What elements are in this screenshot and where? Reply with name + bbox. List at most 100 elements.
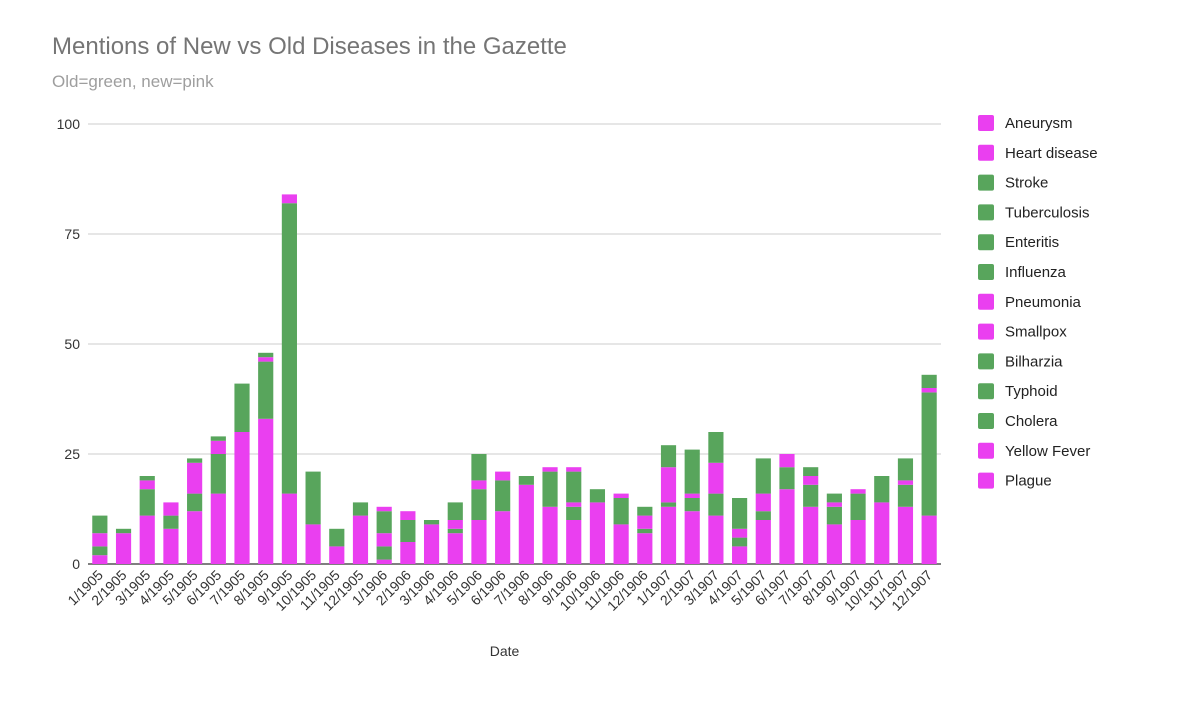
legend-label-cholera[interactable]: Cholera (1005, 413, 1058, 430)
bar-segment-smallpox-28[interactable] (755, 493, 771, 512)
bar-segment-influenza-24[interactable] (660, 445, 677, 468)
bar-segment-plague-14[interactable] (423, 524, 440, 564)
bar-segment-plague-24[interactable] (660, 506, 677, 564)
legend-swatch-yellow-fever[interactable] (978, 442, 994, 459)
bar-segment-smallpox-16[interactable] (471, 480, 487, 490)
legend-swatch-stroke[interactable] (978, 174, 994, 191)
bar-segment-influenza-2[interactable] (139, 476, 155, 481)
bar-segment-plague-28[interactable] (755, 520, 771, 564)
bar-segment-smallpox-0[interactable] (92, 533, 108, 547)
bar-segment-plague-17[interactable] (495, 511, 511, 564)
legend-swatch-enteritis[interactable] (978, 234, 994, 251)
bar-segment-smallpox-29[interactable] (779, 454, 795, 468)
bar-segment-influenza-30[interactable] (803, 467, 819, 476)
bar-segment-cholera-9[interactable] (305, 471, 321, 525)
bar-segment-smallpox-26[interactable] (708, 462, 724, 494)
bar-segment-smallpox-27[interactable] (732, 528, 748, 538)
bar-segment-cholera-26[interactable] (708, 493, 724, 516)
bar-segment-plague-21[interactable] (589, 502, 606, 564)
bar-segment-plague-33[interactable] (874, 502, 890, 564)
bar-segment-plague-10[interactable] (329, 546, 345, 564)
legend-label-aneurysm[interactable]: Aneurysm (1005, 115, 1073, 132)
bar-segment-plague-4[interactable] (187, 511, 203, 564)
bar-segment-influenza-12[interactable] (376, 511, 392, 534)
legend-swatch-smallpox[interactable] (978, 323, 994, 340)
bar-segment-cholera-0[interactable] (92, 546, 108, 556)
bar-segment-cholera-20[interactable] (566, 506, 582, 520)
bar-segment-cholera-29[interactable] (779, 467, 795, 490)
bar-segment-influenza-35[interactable] (921, 374, 937, 388)
bar-segment-influenza-26[interactable] (708, 432, 724, 463)
bar-segment-influenza-27[interactable] (732, 498, 748, 529)
bar-segment-plague-11[interactable] (352, 515, 369, 564)
bar-segment-cholera-16[interactable] (471, 489, 487, 520)
bar-segment-smallpox-31[interactable] (826, 502, 842, 507)
bar-segment-smallpox-30[interactable] (803, 476, 819, 485)
bar-segment-plague-20[interactable] (566, 520, 582, 564)
bar-segment-cholera-31[interactable] (826, 506, 842, 525)
bar-segment-cholera-30[interactable] (803, 484, 819, 507)
bar-segment-cholera-13[interactable] (400, 520, 416, 542)
bar-segment-cholera-15[interactable] (447, 528, 463, 534)
bar-segment-plague-22[interactable] (613, 524, 629, 564)
bar-segment-cholera-35[interactable] (921, 392, 937, 516)
bar-segment-influenza-23[interactable] (637, 506, 653, 516)
bar-segment-cholera-18[interactable] (518, 476, 534, 485)
bar-segment-smallpox-2[interactable] (139, 480, 155, 490)
legend-swatch-heart-disease[interactable] (978, 144, 994, 161)
legend-label-enteritis[interactable]: Enteritis (1005, 234, 1059, 251)
bar-segment-plague-5[interactable] (210, 493, 226, 564)
bar-segment-cholera-8[interactable] (281, 203, 297, 494)
bar-segment-cholera-4[interactable] (187, 493, 203, 512)
bar-segment-smallpox-3[interactable] (163, 502, 179, 516)
bar-segment-plague-3[interactable] (163, 528, 179, 564)
bar-segment-influenza-20[interactable] (566, 471, 582, 503)
bar-segment-influenza-28[interactable] (755, 458, 771, 494)
bar-segment-plague-19[interactable] (542, 506, 558, 564)
bar-segment-smallpox-15[interactable] (447, 520, 463, 529)
legend-swatch-aneurysm[interactable] (978, 115, 994, 131)
bar-segment-cholera-19[interactable] (542, 471, 558, 507)
bar-segment-plague-23[interactable] (637, 533, 653, 564)
bar-segment-influenza-15[interactable] (447, 502, 463, 520)
bar-segment-plague-31[interactable] (826, 524, 842, 564)
bar-segment-cholera-1[interactable] (115, 528, 132, 534)
bar-segment-smallpox-32[interactable] (850, 489, 866, 494)
bar-segment-plague-26[interactable] (708, 515, 724, 564)
bar-segment-plague-9[interactable] (305, 524, 321, 564)
bar-segment-cholera-11[interactable] (352, 502, 369, 516)
bar-segment-smallpox-20[interactable] (566, 502, 582, 507)
legend-label-bilharzia[interactable]: Bilharzia (1005, 353, 1063, 370)
bar-segment-cholera-33[interactable] (874, 476, 890, 503)
bar-segment-aneurysm-12[interactable] (376, 506, 392, 512)
bar-segment-plague-15[interactable] (447, 533, 463, 564)
bar-segment-plague-32[interactable] (850, 520, 866, 564)
bar-segment-plague-8[interactable] (281, 493, 297, 564)
bar-segment-smallpox-4[interactable] (187, 462, 203, 494)
bar-segment-smallpox-5[interactable] (210, 440, 226, 454)
bar-segment-influenza-34[interactable] (897, 458, 914, 481)
bar-segment-plague-35[interactable] (921, 515, 937, 564)
bar-segment-plague-1[interactable] (115, 533, 132, 564)
legend-label-typhoid[interactable]: Typhoid (1005, 383, 1058, 400)
legend-label-yellow-fever[interactable]: Yellow Fever (1005, 443, 1090, 460)
legend-swatch-pneumonia[interactable] (978, 293, 994, 310)
bar-segment-plague-13[interactable] (400, 542, 416, 564)
bar-segment-aneurysm-20[interactable] (566, 467, 582, 472)
bar-segment-plague-16[interactable] (471, 520, 487, 564)
bar-segment-cholera-28[interactable] (755, 511, 771, 520)
bar-segment-smallpox-23[interactable] (637, 515, 653, 529)
bar-segment-smallpox-34[interactable] (897, 480, 914, 485)
bar-segment-influenza-16[interactable] (471, 454, 487, 481)
legend-swatch-cholera[interactable] (978, 413, 994, 429)
bar-segment-cholera-17[interactable] (495, 480, 511, 512)
bar-segment-cholera-21[interactable] (589, 489, 606, 503)
bar-segment-plague-7[interactable] (258, 418, 274, 564)
bar-segment-cholera-32[interactable] (850, 493, 866, 520)
bar-segment-cholera-3[interactable] (163, 515, 179, 529)
bar-segment-smallpox-19[interactable] (542, 467, 558, 472)
legend-label-influenza[interactable]: Influenza (1005, 264, 1067, 281)
bar-segment-plague-6[interactable] (234, 432, 250, 564)
bar-segment-cholera-2[interactable] (139, 489, 155, 516)
bar-segment-smallpox-7[interactable] (258, 357, 274, 362)
